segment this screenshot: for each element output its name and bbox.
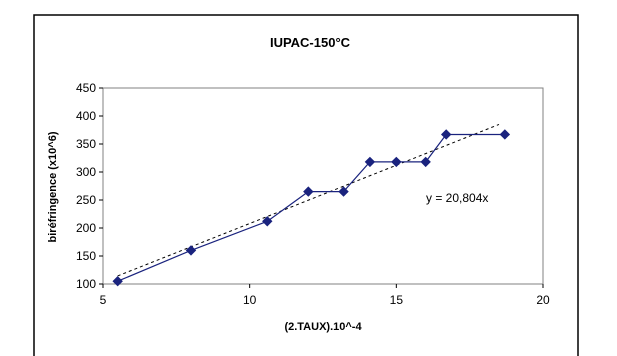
y-tick-label: 200: [76, 221, 96, 235]
trendline-equation: y = 20,804x: [426, 191, 488, 205]
x-tick-label: 5: [100, 293, 107, 307]
y-tick-label: 450: [76, 81, 96, 95]
series-layer: [112, 129, 511, 287]
y-tick-label: 100: [76, 277, 96, 291]
x-tick-label: 15: [390, 293, 404, 307]
y-tick-label: 350: [76, 137, 96, 151]
y-axis: 100 150 200 250 300 350 400 450: [76, 81, 103, 291]
trendline: [117, 123, 500, 277]
x-tick-label: 10: [243, 293, 257, 307]
data-point: [499, 129, 511, 140]
trendline-layer: [117, 123, 500, 277]
y-tick-label: 250: [76, 193, 96, 207]
data-point: [440, 129, 452, 140]
data-point: [391, 156, 402, 168]
y-tick-label: 300: [76, 165, 96, 179]
data-point: [420, 156, 431, 168]
data-point: [338, 186, 349, 197]
x-tick-label: 20: [536, 293, 550, 307]
series-line: [117, 133, 505, 282]
data-point: [303, 186, 314, 197]
x-axis: 5 10 15 20: [100, 284, 550, 307]
y-axis-title: biréfringence (x10^6): [47, 131, 59, 242]
data-point: [185, 245, 197, 256]
y-tick-label: 150: [76, 249, 96, 263]
y-tick-label: 400: [76, 109, 96, 123]
plot-area: [102, 87, 544, 285]
x-axis-title: (2.TAUX).10^-4: [284, 321, 362, 333]
chart-title: IUPAC-150°C: [270, 35, 351, 50]
data-point: [262, 216, 273, 227]
data-point: [364, 156, 376, 168]
data-point: [112, 275, 123, 287]
